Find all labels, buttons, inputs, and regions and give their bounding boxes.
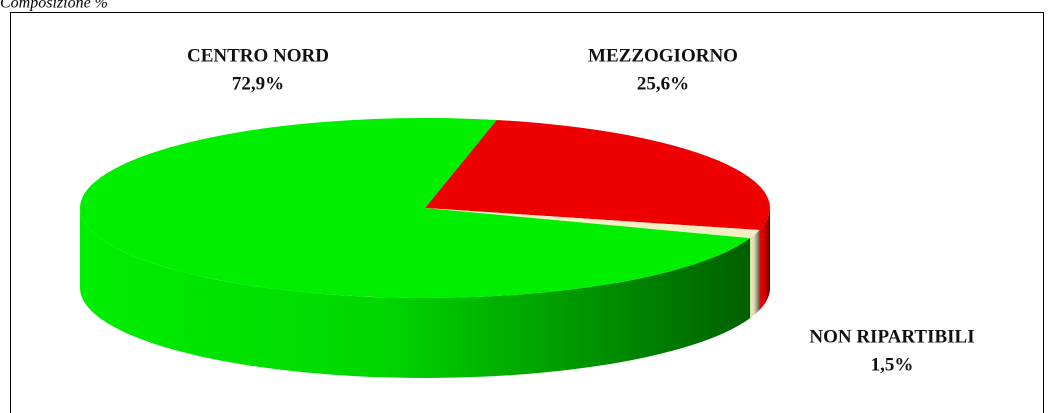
slice-side-shade	[759, 208, 770, 311]
slice-side-shade	[80, 208, 751, 378]
slice-value-label: 1,5%	[871, 354, 914, 375]
slice-label: CENTRO NORD	[187, 45, 329, 66]
slice-label: NON RIPARTIBILI	[809, 326, 974, 347]
slice	[79, 118, 751, 299]
chart-title: Composizione %	[0, 0, 108, 12]
slice-value-label: 25,6%	[637, 73, 689, 94]
slice-label: MEZZOGIORNO	[588, 45, 738, 66]
slice	[425, 208, 760, 239]
slice-value-label: 72,9%	[232, 73, 284, 94]
slice-side-shade	[750, 230, 760, 319]
slice	[425, 119, 770, 231]
